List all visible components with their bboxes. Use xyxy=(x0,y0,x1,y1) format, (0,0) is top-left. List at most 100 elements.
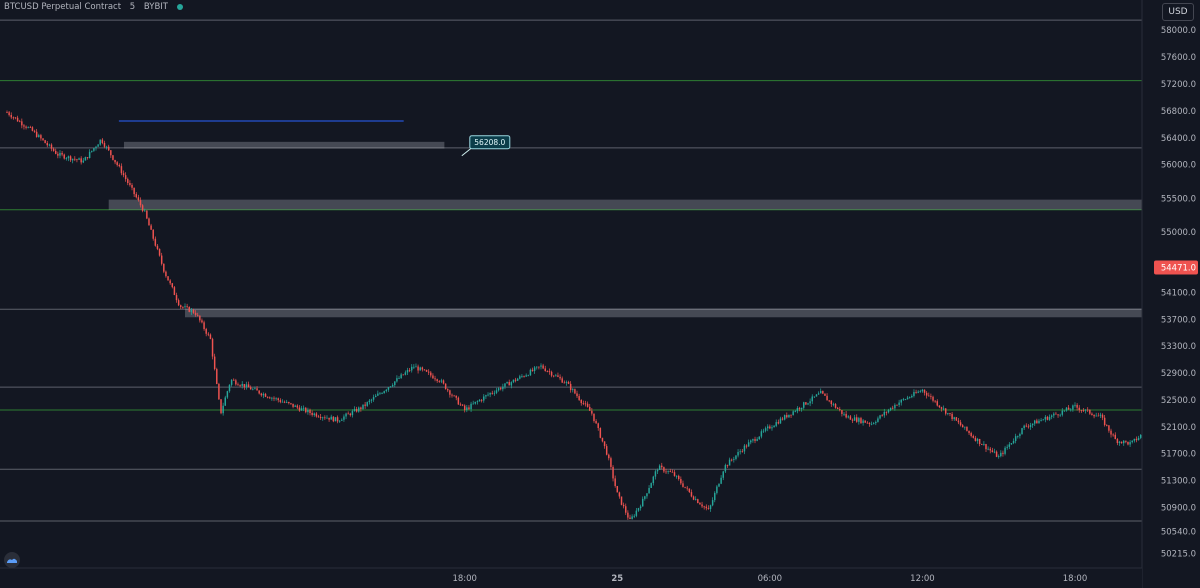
candle-body xyxy=(334,417,337,422)
candle xyxy=(1084,409,1087,414)
candle-body xyxy=(1063,410,1066,412)
candle xyxy=(1036,418,1038,424)
candle-body xyxy=(1074,404,1076,406)
candle xyxy=(658,464,661,471)
candle xyxy=(42,138,44,141)
price-axis[interactable]: 58000.0 57600.0 57200.0 56800.0 56400.0 56000… xyxy=(1141,0,1200,588)
candle-body xyxy=(944,408,947,414)
candle-body xyxy=(824,393,826,396)
candle xyxy=(48,143,51,147)
candle-body xyxy=(307,409,309,413)
candle xyxy=(167,276,169,281)
candle xyxy=(1086,407,1089,413)
candle xyxy=(381,392,383,395)
candle xyxy=(398,376,400,379)
candle-body xyxy=(1122,440,1125,444)
candle-body xyxy=(296,405,299,408)
candle-body xyxy=(758,436,761,440)
candle xyxy=(569,381,572,393)
candle xyxy=(839,406,841,412)
candle xyxy=(1025,423,1028,428)
candle xyxy=(194,310,197,317)
tradingview-logo-icon[interactable] xyxy=(4,552,20,568)
candle xyxy=(686,485,688,491)
candle-body xyxy=(989,448,991,451)
symbol-name[interactable]: BTCUSD Perpetual Contract xyxy=(4,2,122,12)
candle-body xyxy=(800,407,803,410)
candle-body xyxy=(803,402,805,408)
candle xyxy=(495,387,498,395)
candle-body xyxy=(449,390,451,395)
candle-body xyxy=(80,158,82,163)
candle xyxy=(404,370,407,376)
candle-body xyxy=(124,175,127,180)
candle-body xyxy=(993,451,996,453)
candle xyxy=(25,125,27,130)
candle xyxy=(165,270,167,278)
candle-body xyxy=(235,380,237,385)
candle-body xyxy=(531,369,534,371)
candle-body xyxy=(675,475,678,477)
candle xyxy=(95,145,97,151)
candle-body xyxy=(671,471,674,473)
candle xyxy=(983,441,985,446)
candle xyxy=(1116,438,1119,446)
candle xyxy=(951,411,953,421)
candle-body xyxy=(938,405,941,408)
time-axis[interactable]: 18:002506:0012:0018:002606:0012:0018:002… xyxy=(0,567,1200,588)
candle xyxy=(877,416,879,423)
candle xyxy=(593,413,595,423)
candle xyxy=(942,405,945,411)
candle-body xyxy=(889,407,892,411)
candle-body xyxy=(677,475,680,480)
candle xyxy=(449,389,451,398)
candle xyxy=(300,405,303,411)
currency-button[interactable]: USD xyxy=(1162,3,1194,21)
candle-body xyxy=(315,413,318,417)
candle xyxy=(654,469,657,480)
price-label-pointer xyxy=(461,147,473,157)
current-price-tag xyxy=(1154,260,1198,275)
price-label[interactable]: 56208.0 xyxy=(461,135,511,157)
candle xyxy=(216,367,218,385)
candle xyxy=(521,374,523,378)
candle-body xyxy=(48,144,51,146)
candle xyxy=(540,363,542,370)
candle xyxy=(576,390,578,398)
candle xyxy=(444,383,447,390)
candle xyxy=(347,411,349,415)
candle xyxy=(14,117,17,120)
candle xyxy=(976,437,979,444)
candle xyxy=(23,124,25,130)
candle xyxy=(35,128,38,138)
candle-body xyxy=(391,385,394,387)
candle-body xyxy=(1014,436,1017,441)
candle-body xyxy=(822,391,824,394)
interval[interactable]: 5 xyxy=(129,2,136,12)
candle-body xyxy=(483,396,485,401)
candle-body xyxy=(595,421,597,424)
candle-body xyxy=(644,496,646,499)
candle xyxy=(1050,414,1053,420)
candle-body xyxy=(688,488,691,493)
candle-body xyxy=(557,375,559,377)
candle xyxy=(750,439,752,445)
candle xyxy=(237,382,239,386)
candle xyxy=(1031,423,1034,428)
candle-body xyxy=(561,378,563,383)
candle xyxy=(661,462,663,470)
candle xyxy=(788,414,790,418)
candle xyxy=(597,422,599,431)
candle-body xyxy=(762,430,765,432)
candle-body xyxy=(50,144,53,149)
candle xyxy=(408,368,411,373)
candle-body xyxy=(31,127,34,131)
candle-body xyxy=(180,305,182,307)
candle xyxy=(277,397,279,403)
candle-body xyxy=(930,395,932,397)
candle xyxy=(987,446,989,451)
candle-body xyxy=(718,483,720,487)
candle-body xyxy=(298,407,301,411)
candle-body xyxy=(290,403,292,404)
